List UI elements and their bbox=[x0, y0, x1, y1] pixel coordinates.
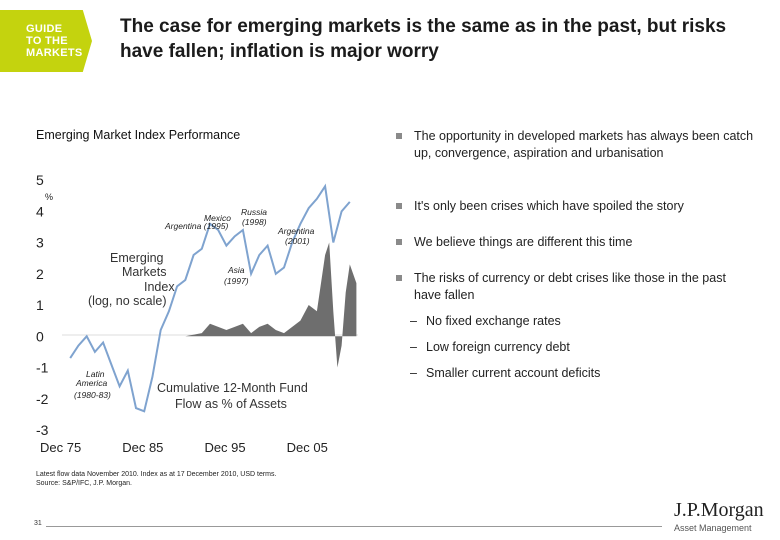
footer-divider bbox=[34, 526, 662, 527]
bullet-square-icon bbox=[396, 203, 402, 209]
annotation-argentina: (2001) bbox=[285, 236, 310, 246]
fund-flow-label: Cumulative 12-Month Fund bbox=[157, 381, 308, 395]
x-tick-label: Dec 85 bbox=[122, 440, 163, 455]
guide-badge: GUIDE TO THE MARKETS bbox=[0, 10, 92, 72]
y-tick-label: 1 bbox=[36, 297, 44, 313]
bullet-item: It's only been crises which have spoiled… bbox=[396, 198, 756, 234]
bullet-text: The risks of currency or debt crises lik… bbox=[414, 271, 726, 302]
x-tick-label: Dec 75 bbox=[40, 440, 81, 455]
y-unit-label: % bbox=[45, 192, 53, 202]
dash-icon: – bbox=[410, 366, 417, 380]
sub-bullet-item: – Smaller current account deficits bbox=[396, 365, 756, 391]
sub-bullet-item: – Low foreign currency debt bbox=[396, 339, 756, 365]
y-tick-label: 2 bbox=[36, 266, 44, 282]
annotation-argentina: Argentina bbox=[277, 226, 315, 236]
annotation-mexico: Mexico bbox=[204, 213, 231, 223]
annotation-russia: (1998) bbox=[242, 217, 267, 227]
em-index-label: Markets bbox=[122, 265, 166, 279]
annotation-latin-america: Latin bbox=[86, 369, 105, 379]
y-tick-label: 0 bbox=[36, 328, 44, 344]
annotation-russia: Russia bbox=[241, 207, 267, 217]
bullet-square-icon bbox=[396, 239, 402, 245]
em-index-line bbox=[69, 183, 351, 413]
annotation-latin-america: America bbox=[75, 378, 107, 388]
annotation-asia: (1997) bbox=[224, 276, 249, 286]
bullet-item: We believe things are different this tim… bbox=[396, 234, 756, 270]
annotation-mexico: Argentina (1995) bbox=[164, 221, 228, 231]
x-tick-label: Dec 05 bbox=[287, 440, 328, 455]
jpmorgan-logo: J.P.Morgan Asset Management bbox=[674, 500, 772, 533]
sub-bullet-item: – No fixed exchange rates bbox=[396, 313, 756, 339]
badge-line: TO THE bbox=[26, 35, 68, 47]
logo-name: J.P.Morgan bbox=[674, 499, 764, 521]
fund-flow-area bbox=[70, 242, 357, 368]
em-index-label: Index bbox=[144, 280, 175, 294]
bullet-item: The risks of currency or debt crises lik… bbox=[396, 270, 756, 313]
bullet-square-icon bbox=[396, 133, 402, 139]
badge-line: GUIDE bbox=[26, 23, 63, 35]
y-tick-label: 4 bbox=[36, 203, 44, 219]
annotation-latin-america: (1980-83) bbox=[74, 390, 111, 400]
em-index-label: Emerging bbox=[110, 251, 164, 265]
y-tick-label: 5 bbox=[36, 172, 44, 188]
footnote-source: Source: S&P/IFC, J.P. Morgan. bbox=[36, 480, 132, 487]
sub-bullet-text: Smaller current account deficits bbox=[426, 366, 601, 380]
bullet-list: The opportunity in developed markets has… bbox=[396, 128, 756, 391]
y-tick-label: -1 bbox=[36, 360, 49, 376]
dash-icon: – bbox=[410, 314, 417, 328]
bullet-item: The opportunity in developed markets has… bbox=[396, 128, 756, 198]
badge-line: MARKETS bbox=[26, 47, 83, 59]
annotation-asia: Asia bbox=[227, 265, 245, 275]
x-tick-label: Dec 95 bbox=[204, 440, 245, 455]
y-tick-label: -3 bbox=[36, 422, 49, 438]
bullet-text: It's only been crises which have spoiled… bbox=[414, 199, 684, 213]
footnote: Latest flow data November 2010. Index as… bbox=[36, 470, 276, 488]
bullet-text: The opportunity in developed markets has… bbox=[414, 129, 754, 160]
em-index-label: (log, no scale) bbox=[88, 294, 167, 308]
bullet-square-icon bbox=[396, 275, 402, 281]
y-tick-label: 3 bbox=[36, 235, 44, 251]
dash-icon: – bbox=[410, 340, 417, 354]
chart-title: Emerging Market Index Performance bbox=[36, 128, 241, 142]
page-number: 31 bbox=[30, 520, 46, 527]
bullet-text: We believe things are different this tim… bbox=[414, 235, 633, 249]
footnote-line: Latest flow data November 2010. Index as… bbox=[36, 471, 277, 478]
logo-subtitle: Asset Management bbox=[674, 523, 752, 533]
page-title: The case for emerging markets is the sam… bbox=[120, 16, 727, 62]
fund-flow-label: Flow as % of Assets bbox=[175, 397, 287, 411]
sub-bullet-text: Low foreign currency debt bbox=[426, 340, 570, 354]
y-tick-label: -2 bbox=[36, 391, 49, 407]
sub-bullet-text: No fixed exchange rates bbox=[426, 314, 561, 328]
